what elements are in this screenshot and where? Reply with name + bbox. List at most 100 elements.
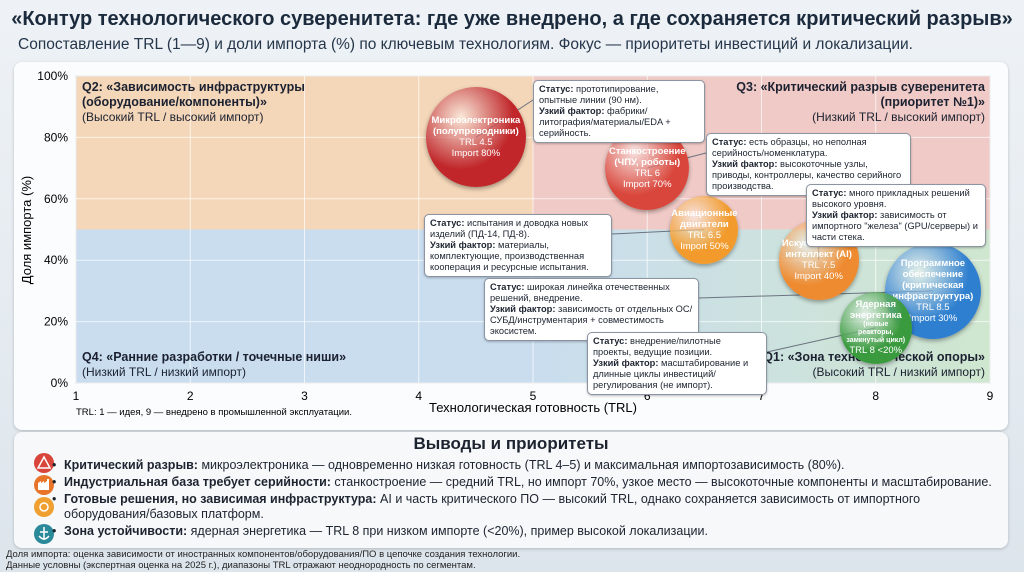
quadrant-subtitle: (Высокий TRL / высокий импорт)	[82, 110, 264, 124]
factor-label: Узкий фактор:	[430, 240, 496, 250]
conclusion-item: Зона устойчивости: ядерная энергетика — …	[52, 524, 1004, 539]
x-tick-label: 7	[758, 389, 765, 403]
callout-factor: Узкий фактор: высокоточные узлы, приводы…	[712, 159, 905, 192]
factor-label: Узкий фактор:	[490, 304, 556, 314]
y-tick-label: 80%	[44, 130, 68, 144]
bubble-values: TRL 8 <20%	[849, 345, 902, 356]
callout: Статус: есть образцы, но неполная серийн…	[706, 133, 911, 196]
callout-factor: Узкий фактор: зависимость от импортного …	[812, 210, 980, 243]
footer-line: Данные условны (экспертная оценка на 202…	[6, 560, 476, 571]
bubble-import: Import 30%	[908, 312, 958, 324]
bubble-note: (новые реакторы, замкнутый цикл)	[846, 321, 906, 345]
callout-status: Статус: есть образцы, но неполная серийн…	[712, 137, 905, 159]
callout-status: Статус: испытания и доводка новых издели…	[430, 218, 606, 240]
bubble-trl: TRL 7.5	[801, 260, 836, 272]
factor-label: Узкий фактор:	[593, 358, 659, 368]
conclusion-bold: Готовые решения, но зависимая инфраструк…	[64, 492, 377, 506]
x-tick-label: 4	[415, 389, 422, 403]
callout-status: Статус: внедрение/пилотные проекты, веду…	[593, 336, 761, 358]
bubble-import: Import 80%	[451, 148, 501, 160]
bubble-trl: TRL 8	[849, 345, 875, 357]
status-label: Статус:	[812, 188, 847, 198]
factor-label: Узкий фактор:	[812, 210, 878, 220]
conclusion-bold: Зона устойчивости:	[64, 524, 188, 538]
y-tick-label: 40%	[44, 253, 68, 267]
quadrant-title: Q3: «Критический разрыв суверенитета (пр…	[736, 80, 985, 109]
conclusion-text: ядерная энергетика — TRL 8 при низком им…	[190, 524, 708, 538]
callout-status: Статус: много прикладных решений высоког…	[812, 188, 980, 210]
bubble-trl: TRL 6.5	[687, 229, 722, 241]
quadrant-title: Q2: «Зависимость инфраструктуры (оборудо…	[82, 80, 305, 109]
bubble-trl: TRL 8.5	[916, 301, 950, 313]
conclusion-item: Индустриальная база требует серийности: …	[52, 475, 1004, 490]
status-label: Статус:	[712, 137, 747, 147]
callout-status: Статус: прототипирование, опытные линии …	[539, 84, 699, 106]
conclusion-item: Готовые решения, но зависимая инфраструк…	[52, 492, 1004, 522]
status-text: много прикладных решений высокого уровня…	[812, 188, 970, 209]
bubble-import: Import 70%	[622, 179, 672, 191]
y-tick-label: 60%	[44, 192, 68, 206]
callout: Статус: испытания и доводка новых издели…	[424, 214, 612, 277]
y-tick-label: 0%	[51, 376, 69, 390]
bubble-import: <20%	[877, 345, 903, 357]
bubble-import: Import 40%	[794, 271, 843, 283]
factor-label: Узкий фактор:	[712, 159, 778, 169]
page-title: «Контур технологического суверенитета: г…	[11, 8, 1013, 30]
bubble: Авиационные двигатели TRL 6.5 Import 50%	[670, 195, 739, 264]
quadrant-label: Q3: «Критический разрыв суверенитета (пр…	[690, 80, 985, 124]
quadrant-subtitle: (Низкий TRL / низкий импорт)	[82, 365, 246, 379]
quadrant-label: Q2: «Зависимость инфраструктуры (оборудо…	[82, 80, 377, 124]
x-tick-label: 1	[73, 389, 80, 403]
x-tick-label: 9	[987, 389, 994, 403]
status-text: прототипирование, опытные линии (90 нм).	[539, 84, 659, 105]
callout-factor: Узкий фактор: масштабирование и длинные …	[593, 358, 761, 391]
status-text: испытания и доводка новых изделий (ПД-14…	[430, 218, 589, 239]
conclusion-bold: Критический разрыв:	[64, 458, 198, 472]
status-text: широкая линейка отечественных решений, в…	[490, 282, 670, 303]
quadrant-title: Q4: «Ранние разработки / точечные ниши»	[82, 350, 347, 364]
conclusion-icons	[34, 453, 54, 544]
x-tick-label: 5	[530, 389, 537, 403]
quadrant-label: Q4: «Ранние разработки / точечные ниши»(…	[82, 350, 377, 379]
factor-text: зависимость от импортного "железа" (GPU/…	[812, 210, 978, 242]
conclusion-bold: Индустриальная база требует серийности:	[64, 475, 331, 489]
icon-platform	[34, 497, 54, 517]
bubble: Ядерная энергетика (новые реакторы, замкн…	[839, 291, 912, 364]
status-label: Статус:	[539, 84, 574, 94]
icon-anchor-glyph	[38, 527, 50, 540]
bubble-name: Ядерная энергетика	[849, 299, 902, 322]
x-tick-label: 6	[644, 389, 651, 403]
bubble-name: Авиационные двигатели	[671, 207, 738, 230]
callout-factor: Узкий фактор: материалы, комплектующие, …	[430, 240, 606, 273]
y-tick-label: 20%	[44, 315, 68, 329]
callout: Статус: прототипирование, опытные линии …	[533, 80, 705, 143]
conclusion-item: Критический разрыв: микроэлектроника — о…	[52, 458, 1004, 473]
bubble-import: Import 50%	[680, 240, 729, 252]
status-text: внедрение/пилотные проекты, ведущие пози…	[593, 336, 721, 357]
x-tick-label: 2	[187, 389, 194, 403]
status-label: Статус:	[430, 218, 465, 228]
conclusions-title: Выводы и приоритеты	[413, 434, 609, 453]
y-tick-label: 100%	[37, 69, 68, 83]
bubble: Микроэлектроника (полупроводники) TRL 4.5…	[425, 87, 526, 188]
callout: Статус: внедрение/пилотные проекты, веду…	[587, 332, 767, 395]
conclusion-text: станкостроение — средний TRL, но импорт …	[334, 475, 992, 489]
axes: 1 2 3 4 5 6 7 8 9 0% 20% 40% 60% 80% 100%	[37, 69, 993, 403]
callout-status: Статус: широкая линейка отечественных ре…	[490, 282, 693, 304]
x-axis-label: Технологическая готовность (TRL)	[429, 400, 637, 415]
y-axis-label: Доля импорта (%)	[19, 176, 34, 284]
status-label: Статус:	[593, 336, 628, 346]
quadrant-subtitle: (Низкий TRL / высокий импорт)	[812, 110, 985, 124]
icon-factory-glyph	[38, 479, 49, 490]
factor-text: высокоточные узлы, приводы, контроллеры,…	[712, 159, 902, 191]
factor-text: зависимость от отдельных ОС/СУБД/инструм…	[490, 304, 693, 336]
chart-overlay: Q2: «Зависимость инфраструктуры (оборудо…	[82, 80, 986, 395]
footer-line: Доля импорта: оценка зависимости от инос…	[6, 549, 521, 560]
bubble-name: Микроэлектроника (полупроводники)	[431, 115, 521, 138]
callout: Статус: широкая линейка отечественных ре…	[484, 278, 699, 341]
chart-note: TRL: 1 — идея, 9 — внедрено в промышленн…	[76, 407, 352, 418]
conclusion-text: AI и часть критического ПО — высокий TRL…	[64, 492, 921, 521]
callout-factor: Узкий фактор: фабрики/литография/материа…	[539, 106, 699, 139]
x-tick-label: 8	[872, 389, 879, 403]
